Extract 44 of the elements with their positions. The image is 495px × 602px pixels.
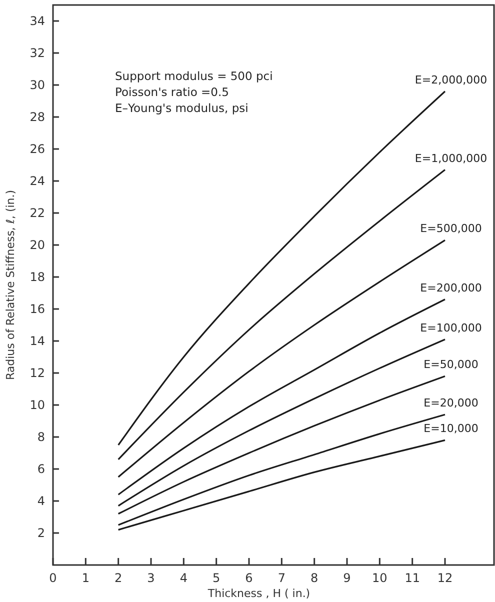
series-label: E=1,000,000 bbox=[414, 152, 488, 165]
y-tick-label: 32 bbox=[30, 46, 45, 60]
x-tick-label: 7 bbox=[278, 571, 286, 585]
series-label: E=2,000,000 bbox=[414, 73, 488, 86]
x-tick-label: 4 bbox=[180, 571, 188, 585]
y-tick-label: 8 bbox=[37, 430, 45, 444]
x-tick-label: 2 bbox=[114, 571, 122, 585]
x-tick-label: 10 bbox=[372, 571, 388, 585]
y-tick-label: 26 bbox=[30, 142, 45, 156]
y-tick-label: 10 bbox=[30, 398, 45, 412]
line-series bbox=[118, 439, 446, 531]
x-tick-label: 0 bbox=[49, 571, 57, 585]
series-label: E=100,000 bbox=[420, 321, 482, 334]
series-label: E=200,000 bbox=[420, 281, 482, 294]
x-tick-label: 9 bbox=[343, 571, 351, 585]
y-tick-label: 14 bbox=[30, 334, 45, 348]
x-tick-label: 8 bbox=[310, 571, 318, 585]
y-axis-title: Radius of Relative Stiffness, ℓ, (in.) bbox=[4, 190, 17, 380]
x-tick-label: 5 bbox=[212, 571, 220, 585]
x-tick-label: 11 bbox=[404, 571, 420, 585]
x-tick-label: 1 bbox=[82, 571, 90, 585]
y-tick-label: 24 bbox=[30, 174, 45, 188]
series-label: E=50,000 bbox=[424, 358, 478, 372]
x-tick-label: 3 bbox=[147, 571, 155, 585]
y-tick-label: 16 bbox=[30, 302, 45, 316]
y-tick-label: 12 bbox=[30, 366, 45, 380]
y-tick-label: 6 bbox=[37, 462, 45, 476]
series-label: E=10,000 bbox=[424, 422, 478, 436]
y-tick-label: 4 bbox=[37, 494, 45, 508]
annotation: Support modulus = 500 pci bbox=[115, 69, 273, 83]
series-label: E=500,000 bbox=[420, 222, 482, 236]
annotation: Poisson's ratio =0.5 bbox=[115, 85, 229, 99]
series-label: E=20,000 bbox=[424, 396, 478, 410]
y-tick-label: 20 bbox=[30, 238, 45, 252]
x-tick-label: 12 bbox=[437, 571, 453, 585]
x-tick-label: 6 bbox=[245, 571, 253, 585]
y-tick-label: 28 bbox=[30, 110, 45, 124]
y-tick-label: 22 bbox=[30, 206, 45, 220]
y-tick-label: 30 bbox=[30, 78, 45, 92]
x-axis-title: Thickness , H ( in.) bbox=[206, 587, 310, 600]
y-tick-label: 2 bbox=[37, 526, 45, 540]
annotation: E–Young's modulus, psi bbox=[115, 101, 248, 115]
y-tick-label: 18 bbox=[30, 270, 45, 284]
y-tick-label: 34 bbox=[30, 14, 45, 28]
